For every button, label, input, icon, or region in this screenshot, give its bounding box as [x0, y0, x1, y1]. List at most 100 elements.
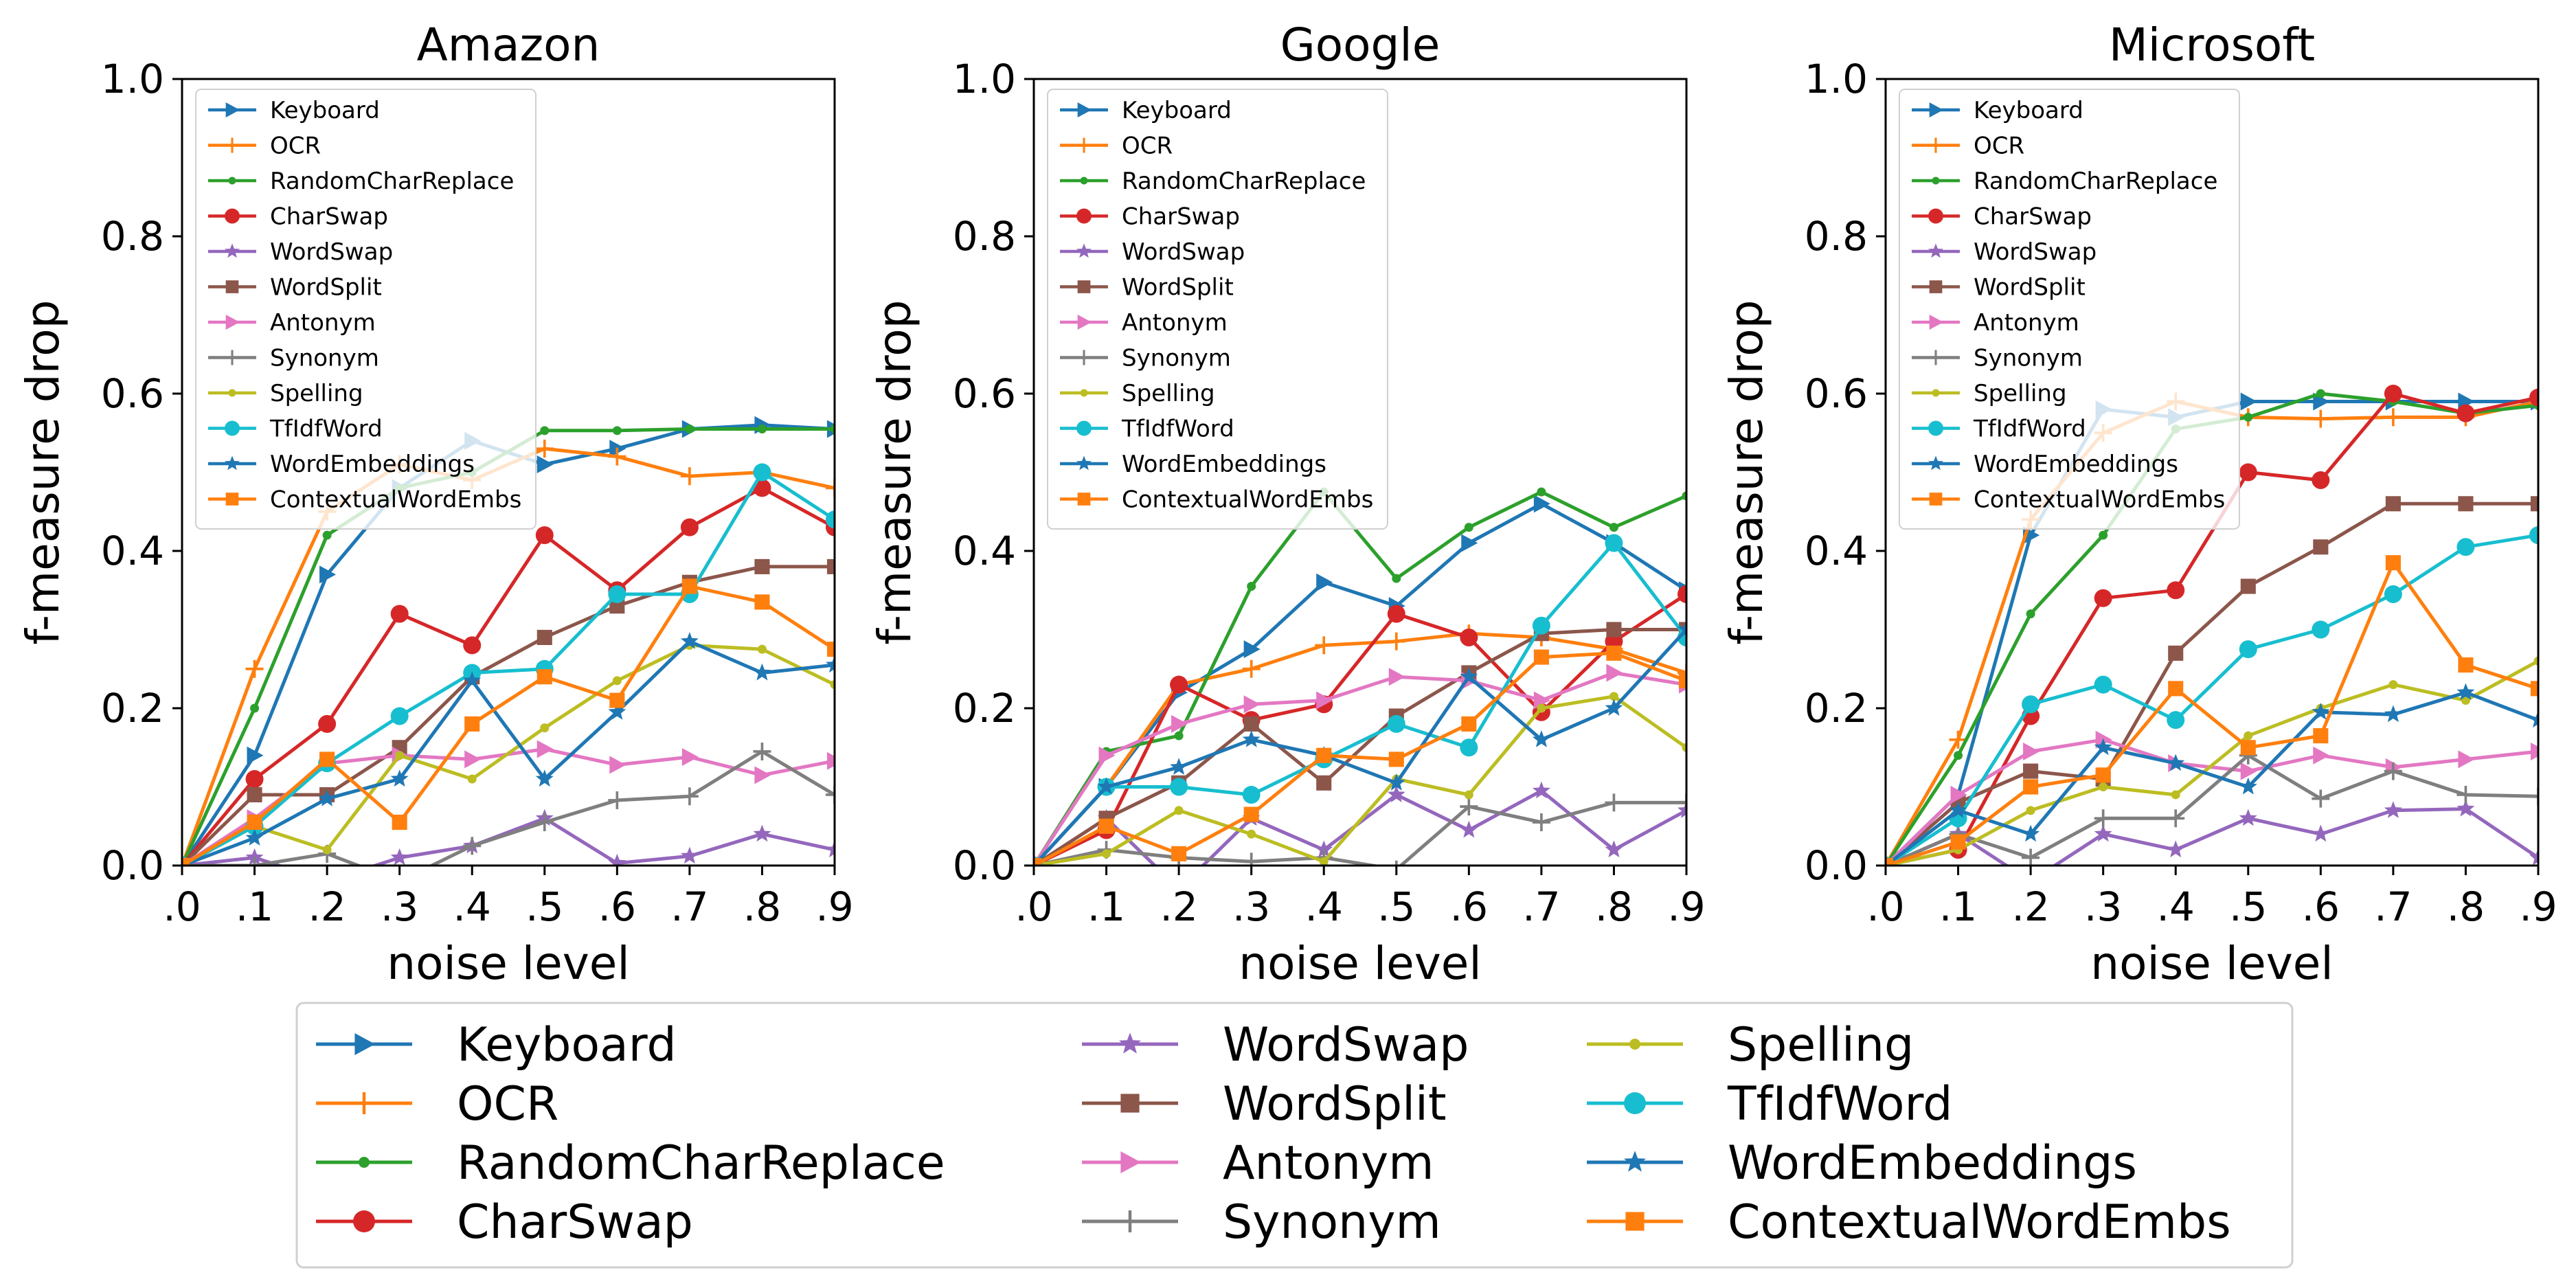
inner-legend-label: Spelling: [1122, 380, 1215, 407]
inner-legend-label: Synonym: [1974, 345, 2083, 372]
legend-marker-swatch: [1077, 493, 1091, 506]
inner-legend-item-charswap: CharSwap: [208, 203, 388, 231]
data-point-antonym-4: [1316, 691, 1333, 710]
data-point-wordswap-6: [1460, 820, 1478, 838]
data-point-wordembeddings-6: [1460, 667, 1478, 685]
data-point-charswap-3: [2094, 589, 2112, 607]
legend-marker-swatch: [1080, 389, 1088, 397]
series-line-contextualwordembs: [182, 585, 835, 866]
inner-legend-item-synonym: Synonym: [208, 345, 379, 372]
data-point-wordsplit-2: [2023, 763, 2039, 779]
inner-legend-item-spelling: Spelling: [208, 380, 363, 407]
data-point-contextualwordembs-5: [536, 669, 552, 685]
data-point-randomcharreplace-2: [2026, 609, 2035, 619]
data-point-tfidfword-7: [2384, 585, 2402, 603]
data-point-wordsplit-3: [1243, 716, 1259, 732]
legend-marker-swatch: [1076, 455, 1092, 471]
inner-legend-label: RandomCharReplace: [1974, 168, 2217, 195]
legend-marker-swatch: [225, 493, 239, 506]
data-point-wordembeddings-2: [318, 789, 337, 806]
x-tick-label: .3: [2084, 883, 2122, 930]
data-point-antonym-5: [536, 740, 554, 758]
data-point-antonym-8: [2458, 750, 2475, 769]
data-point-wordembeddings-2: [2022, 824, 2040, 842]
inner-legend-label: ContextualWordEmbs: [1122, 486, 1373, 514]
x-tick-label: .5: [1377, 883, 1415, 930]
series-line-wordembeddings: [1034, 628, 1686, 866]
data-point-synonym-7: [1532, 813, 1550, 832]
data-point-ocr-6: [608, 447, 626, 466]
data-point-wordsplit-4: [2168, 645, 2184, 661]
y-axis-label: f-measure drop: [868, 300, 921, 644]
legend-marker-swatch: [225, 243, 240, 258]
data-point-wordsplit-4: [1316, 775, 1332, 791]
legend-marker-swatch: [1120, 1094, 1140, 1113]
data-point-synonym-6: [2312, 789, 2330, 808]
data-point-tfidfword-9: [826, 510, 835, 529]
y-tick-label: 0.4: [1805, 528, 1868, 574]
data-point-ocr-4: [1315, 636, 1333, 655]
legend-marker-swatch: [1624, 1092, 1646, 1114]
legend-marker-swatch: [1625, 1212, 1645, 1231]
y-tick-label: 0.6: [1805, 370, 1868, 417]
data-point-synonym-3: [2094, 809, 2112, 828]
data-point-tfidfword-5: [1387, 714, 1405, 733]
legend-marker-swatch: [353, 1092, 375, 1114]
data-point-contextualwordembs-6: [1461, 716, 1477, 732]
inner-legend-item-wordswap: WordSwap: [208, 238, 393, 266]
data-point-antonym-9: [2530, 742, 2538, 760]
y-axis-label: f-measure drop: [16, 300, 69, 644]
data-point-spelling-3: [2099, 782, 2108, 791]
data-point-wordsplit-5: [536, 629, 552, 645]
x-tick-label: .3: [1232, 883, 1270, 930]
data-point-charswap-7: [680, 518, 699, 536]
data-point-spelling-9: [2533, 656, 2538, 666]
x-tick-label: .8: [2447, 883, 2485, 930]
series-group: [1034, 487, 1686, 866]
x-tick-label: .0: [1866, 883, 1904, 930]
data-point-wordswap-8: [2456, 799, 2475, 817]
inner-legend-label: WordEmbeddings: [1122, 451, 1326, 478]
inner-legend-label: WordEmbeddings: [1974, 451, 2178, 478]
data-point-tfidfword-2: [2022, 695, 2040, 714]
legend-marker-swatch: [1077, 102, 1092, 117]
data-point-wordswap-4: [2167, 840, 2185, 858]
data-point-wordembeddings-4: [463, 671, 482, 688]
legend-marker-swatch: [1928, 420, 1943, 436]
series-line-antonym: [1034, 671, 1686, 866]
data-point-spelling-2: [2026, 806, 2035, 815]
data-point-contextualwordembs-0: [182, 857, 190, 866]
series-line-ocr: [1034, 631, 1686, 866]
bottom-legend-label: Synonym: [1223, 1195, 1441, 1250]
y-tick-label: 0.4: [101, 528, 164, 574]
data-point-contextualwordembs-1: [1098, 818, 1114, 834]
data-point-wordembeddings-5: [2239, 777, 2257, 795]
bottom-legend-item-synonym: Synonym: [1082, 1195, 1441, 1250]
inner-legend-item-charswap: CharSwap: [1060, 203, 1240, 231]
legend-marker-swatch: [1929, 315, 1943, 330]
bottom-legend-label: RandomCharReplace: [457, 1136, 945, 1190]
legend-marker-swatch: [225, 350, 240, 365]
legend-marker-swatch: [1076, 208, 1092, 224]
inner-legend-item-keyboard: Keyboard: [208, 97, 380, 124]
y-tick-label: 0.8: [101, 213, 164, 260]
inner-legend-label: Keyboard: [1974, 97, 2083, 124]
x-tick-label: .1: [1087, 883, 1125, 930]
data-point-spelling-9: [1682, 743, 1686, 752]
x-tick-label: .2: [308, 883, 346, 930]
series-line-tfidfword: [182, 471, 835, 866]
data-point-wordembeddings-1: [245, 828, 264, 846]
data-point-antonym-1: [1950, 785, 1967, 804]
data-point-wordsplit-1: [247, 787, 262, 802]
series-spelling: [1034, 692, 1686, 866]
data-point-synonym-8: [1605, 793, 1623, 812]
x-tick-label: .2: [2011, 883, 2049, 930]
series-group: [182, 416, 835, 866]
bottom-legend-item-wordembeddings: WordEmbeddings: [1587, 1136, 2137, 1190]
series-line-spelling: [182, 643, 835, 866]
inner-legend-item-wordswap: WordSwap: [1912, 238, 2097, 266]
x-tick-label: .6: [1450, 883, 1488, 930]
x-axis-label: noise level: [387, 937, 629, 990]
chart-panel-google: .0 .1 .2 .3 .4 .5 .6 .7 .8 .9 0.0 0.2 0.4 0.6 0.8 1.0 Go…: [868, 19, 1706, 990]
data-point-spelling-2: [1174, 806, 1184, 815]
